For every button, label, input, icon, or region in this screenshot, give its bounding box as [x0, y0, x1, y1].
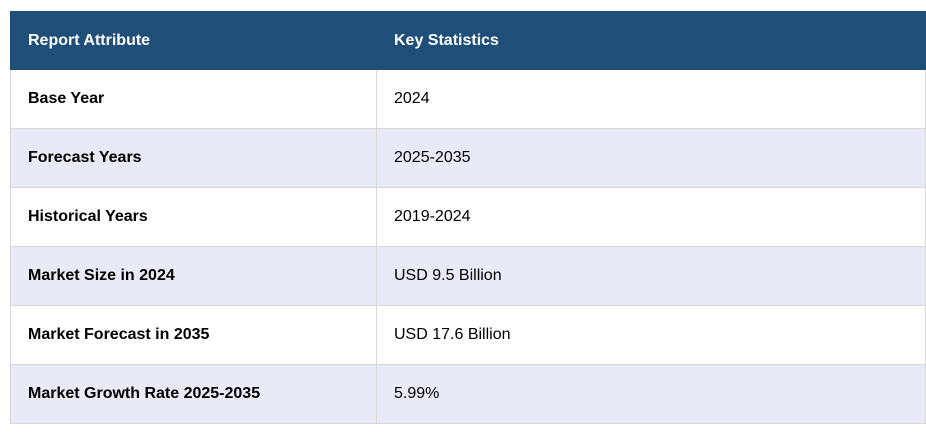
row-attribute-cell: Base Year — [10, 69, 377, 129]
table-row: Market Size in 2024 USD 9.5 Billion — [10, 246, 926, 306]
row-value-cell: USD 9.5 Billion — [376, 246, 926, 306]
table-row: Forecast Years 2025-2035 — [10, 128, 926, 188]
row-attribute-cell: Market Size in 2024 — [10, 246, 377, 306]
row-attribute-cell: Historical Years — [10, 187, 377, 247]
report-table: Report Attribute Key Statistics Base Yea… — [10, 11, 926, 424]
row-attribute-cell: Market Growth Rate 2025-2035 — [10, 364, 377, 424]
row-value-cell: USD 17.6 Billion — [376, 305, 926, 365]
row-value-cell: 5.99% — [376, 364, 926, 424]
row-attribute-cell: Forecast Years — [10, 128, 377, 188]
table-header: Report Attribute Key Statistics — [10, 11, 926, 70]
column-header-key-statistics: Key Statistics — [376, 11, 926, 70]
table-row: Market Growth Rate 2025-2035 5.99% — [10, 364, 926, 424]
row-value-cell: 2019-2024 — [376, 187, 926, 247]
table-row: Base Year 2024 — [10, 69, 926, 129]
row-attribute-cell: Market Forecast in 2035 — [10, 305, 377, 365]
row-value-cell: 2024 — [376, 69, 926, 129]
header-row: Report Attribute Key Statistics — [10, 11, 926, 70]
row-value-cell: 2025-2035 — [376, 128, 926, 188]
column-header-report-attribute: Report Attribute — [10, 11, 377, 70]
table-body: Base Year 2024 Forecast Years 2025-2035 … — [10, 69, 926, 424]
table-row: Market Forecast in 2035 USD 17.6 Billion — [10, 305, 926, 365]
table-row: Historical Years 2019-2024 — [10, 187, 926, 247]
